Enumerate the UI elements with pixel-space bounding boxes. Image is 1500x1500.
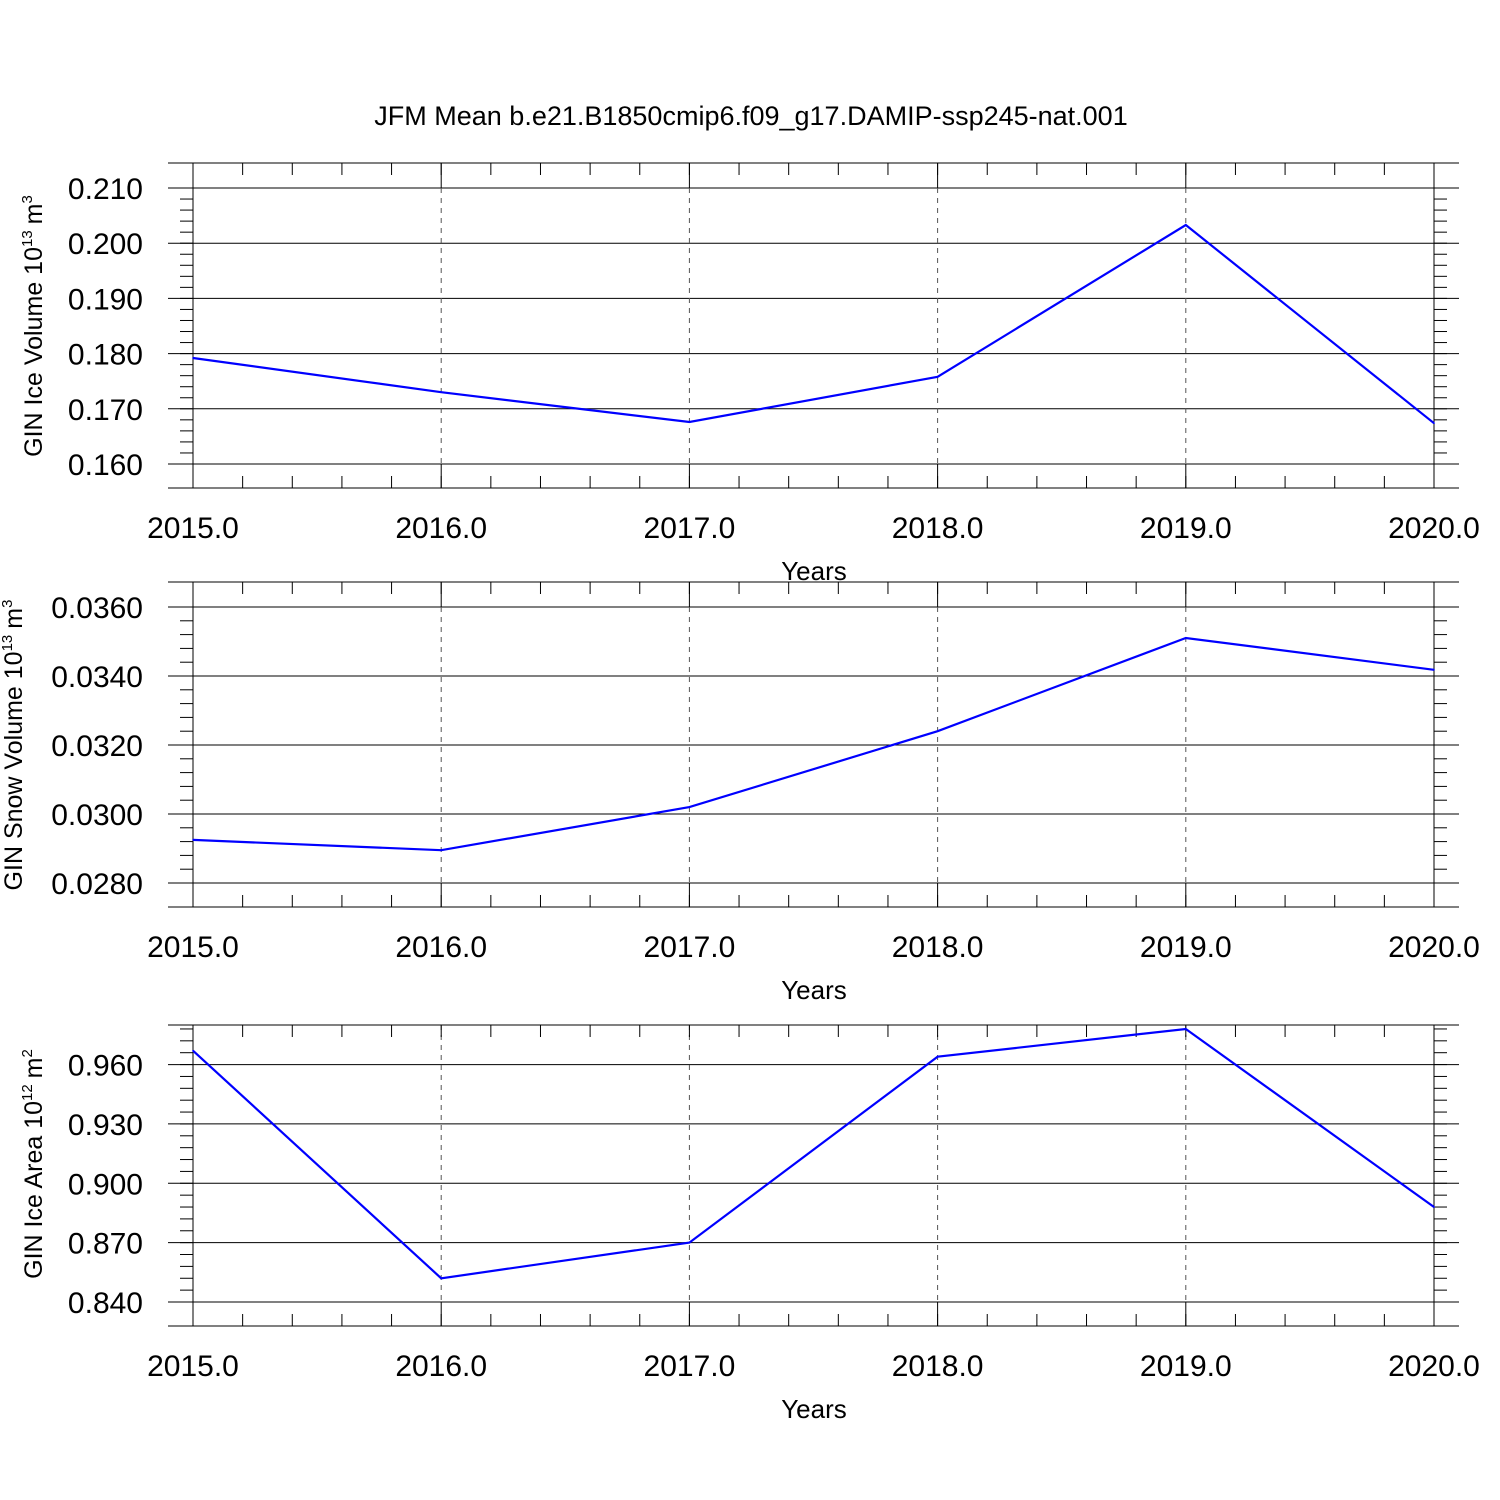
x-axis-label: Years (781, 1394, 847, 1424)
data-point (440, 391, 443, 394)
y-tick-label: 0.170 (68, 394, 143, 427)
y-tick-label: 0.0340 (51, 661, 143, 694)
x-tick-label: 2015.0 (147, 512, 239, 545)
y-tick-label: 0.190 (68, 283, 143, 316)
x-axis-label: Years (781, 975, 847, 1005)
data-point (192, 357, 194, 359)
figure-title: JFM Mean b.e21.B1850cmip6.f09_g17.DAMIP-… (374, 101, 1127, 131)
data-point (192, 1049, 194, 1052)
y-axis-label-unit-exponent: 2 (19, 1049, 36, 1057)
y-axis-label: GIN Ice Volume 1013 m3 (19, 195, 48, 457)
x-tick-label: 2016.0 (395, 1350, 487, 1383)
y-tick-label: 0.930 (68, 1109, 143, 1142)
x-tick-label: 2018.0 (892, 931, 984, 964)
y-axis-label-unit: m (0, 608, 28, 629)
chart-panel-2: 0.0280 0.0300 0.0320 0.0340 0.0360 2015.0 2016… (0, 581, 1480, 1005)
data-point (688, 1241, 691, 1244)
data-point (1185, 637, 1187, 639)
y-tick-label: 0.200 (68, 228, 143, 261)
x-tick-label: 2017.0 (644, 931, 736, 964)
y-axis-label-unit: m (20, 204, 48, 225)
series-line (192, 636, 1435, 852)
x-tick-label: 2020.0 (1388, 512, 1480, 545)
x-tick-label: 2018.0 (892, 1350, 984, 1383)
data-point (192, 839, 194, 841)
y-tick-label: 0.900 (68, 1168, 143, 1201)
y-tick-label: 0.870 (68, 1228, 143, 1261)
data-point (1433, 422, 1435, 424)
y-axis-label-unit-exponent: 3 (0, 600, 16, 608)
x-axis-label: Years (781, 556, 847, 586)
x-tick-label: 2020.0 (1388, 931, 1480, 964)
series-line (192, 223, 1435, 425)
data-point (688, 806, 691, 808)
data-point (936, 730, 939, 732)
y-tick-label: 0.840 (68, 1287, 143, 1320)
x-tick-label: 2017.0 (644, 1350, 736, 1383)
x-tick-label: 2015.0 (147, 1350, 239, 1383)
plot-area (168, 1025, 1459, 1326)
y-axis-label-text: GIN Snow Volume 10 (0, 651, 28, 890)
y-tick-label: 0.0320 (51, 730, 143, 763)
y-axis-label-unit-exponent: 3 (19, 195, 36, 203)
data-point (936, 1055, 939, 1058)
x-tick-label: 2017.0 (644, 512, 736, 545)
y-axis-label-text: GIN Ice Volume 10 (20, 247, 48, 457)
y-axis-label: GIN Ice Area 1012 m2 (19, 1049, 48, 1279)
y-axis-label-text: GIN Ice Area 10 (20, 1101, 48, 1279)
data-point (1433, 1206, 1435, 1208)
data-point (440, 1277, 443, 1280)
x-tick-label: 2019.0 (1140, 931, 1232, 964)
series-line (192, 1027, 1435, 1280)
y-axis-label-unit: m (20, 1057, 48, 1078)
x-tick-label: 2016.0 (395, 931, 487, 964)
y-axis-label-exponent: 13 (19, 230, 36, 247)
x-tick-label: 2019.0 (1140, 1350, 1232, 1383)
data-point (440, 849, 443, 852)
y-tick-label: 0.0300 (51, 799, 143, 832)
data-point (688, 421, 691, 423)
y-tick-label: 0.0360 (51, 592, 143, 625)
chart-panel-1: 0.160 0.170 0.180 0.190 0.200 0.210 2015.0 2016… (19, 162, 1480, 586)
x-tick-label: 2019.0 (1140, 512, 1232, 545)
x-tick-label: 2018.0 (892, 512, 984, 545)
x-tick-label: 2020.0 (1388, 1350, 1480, 1383)
data-point (936, 375, 939, 378)
data-point (1185, 1028, 1187, 1030)
data-point (1433, 668, 1435, 671)
y-axis-label: GIN Snow Volume 1013 m3 (0, 600, 28, 891)
data-point (1185, 224, 1187, 226)
y-axis-label-exponent: 13 (0, 635, 16, 652)
x-tick-label: 2016.0 (395, 512, 487, 545)
y-tick-label: 0.960 (68, 1050, 143, 1083)
y-tick-label: 0.210 (68, 173, 143, 206)
y-axis-label-exponent: 12 (19, 1084, 36, 1101)
plot-area (168, 163, 1459, 488)
y-tick-label: 0.180 (68, 339, 143, 372)
y-tick-label: 0.160 (68, 449, 143, 482)
chart-panel-3: 0.840 0.870 0.900 0.930 0.960 2015.0 2016.0 201… (19, 1024, 1480, 1424)
y-tick-label: 0.0280 (51, 868, 143, 901)
x-tick-label: 2015.0 (147, 931, 239, 964)
